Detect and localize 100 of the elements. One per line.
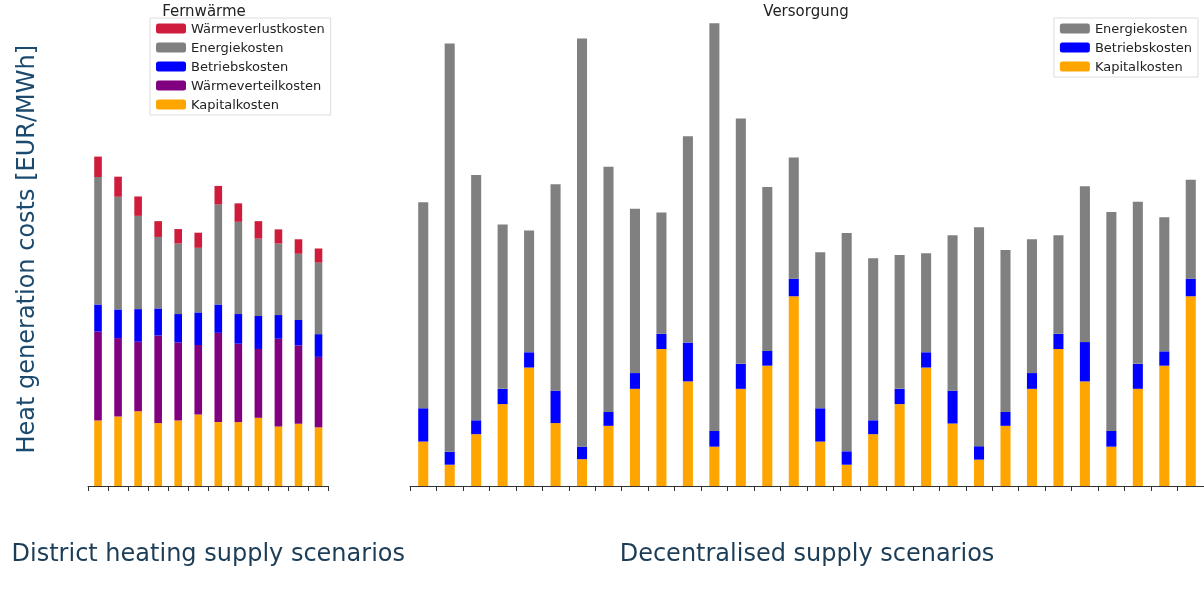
bar	[1053, 235, 1064, 334]
bar	[234, 422, 243, 486]
bar	[1000, 411, 1011, 426]
legend-label: Wärmeverlustkosten	[191, 21, 325, 36]
bar	[1053, 349, 1064, 486]
bar	[194, 232, 203, 248]
bar	[444, 464, 455, 486]
bar	[174, 342, 183, 421]
bar	[577, 38, 588, 447]
bar	[214, 422, 223, 486]
bar	[735, 363, 746, 389]
bar	[815, 441, 826, 486]
legend-label: Wärmeverteilkosten	[191, 78, 322, 93]
bar	[234, 314, 243, 344]
bar	[274, 315, 283, 339]
bar	[471, 175, 482, 421]
bar	[314, 427, 323, 486]
bar	[762, 365, 773, 486]
bar	[294, 345, 303, 424]
bar	[274, 426, 283, 486]
bar	[735, 388, 746, 486]
bar	[254, 417, 263, 486]
bar	[444, 451, 455, 465]
bar	[134, 341, 142, 412]
bar	[1026, 388, 1037, 486]
bar	[254, 316, 263, 349]
bar	[174, 420, 183, 486]
bar	[94, 156, 102, 178]
bar	[762, 187, 773, 351]
bar	[314, 334, 323, 357]
chart-title: Versorgung	[763, 1, 849, 20]
bar	[214, 332, 223, 423]
bar	[274, 338, 283, 427]
bar	[254, 238, 263, 317]
bar	[1000, 250, 1011, 412]
bar	[524, 352, 535, 368]
bar	[1053, 333, 1064, 350]
bar	[629, 208, 640, 374]
bar	[1159, 351, 1170, 366]
bar	[709, 430, 720, 447]
bar	[114, 416, 122, 486]
bar	[194, 345, 203, 415]
bar	[1079, 342, 1090, 382]
bar	[682, 136, 693, 343]
bar	[194, 414, 203, 486]
bar	[1026, 373, 1037, 389]
bar	[134, 411, 142, 486]
bar	[1185, 179, 1196, 279]
bar	[788, 296, 799, 486]
bar	[174, 243, 183, 315]
bar	[114, 309, 122, 339]
bar	[524, 367, 535, 486]
bar	[114, 196, 122, 310]
bar	[947, 423, 958, 486]
bar	[629, 388, 640, 486]
bar	[974, 459, 985, 486]
bar	[294, 319, 303, 346]
bar	[974, 446, 985, 460]
bar	[1079, 381, 1090, 486]
bar	[294, 253, 303, 320]
bar	[314, 262, 323, 335]
bar	[1000, 425, 1011, 486]
chart-title: Fernwärme	[162, 1, 246, 20]
bar	[234, 221, 243, 315]
bar	[194, 312, 203, 346]
bar	[1106, 212, 1117, 431]
bar	[815, 252, 826, 409]
bar	[154, 335, 162, 424]
bar	[735, 118, 746, 364]
bar	[294, 423, 303, 486]
bar	[524, 230, 535, 353]
legend-label: Energiekosten	[191, 40, 284, 55]
bar	[868, 258, 879, 421]
bar	[114, 176, 122, 197]
bar	[134, 196, 142, 216]
bar	[550, 423, 561, 486]
legend-label: Betriebskosten	[1094, 40, 1193, 55]
bar	[1185, 296, 1196, 486]
bar	[154, 308, 162, 336]
bar	[577, 446, 588, 460]
bar	[134, 215, 142, 310]
bar	[656, 212, 667, 334]
bar	[418, 408, 429, 442]
bar	[841, 232, 852, 452]
bar	[894, 404, 905, 486]
bar	[1159, 217, 1170, 352]
legend-label: Betriebskosten	[191, 59, 289, 74]
bar	[868, 420, 879, 435]
bar	[497, 388, 508, 405]
bar	[497, 224, 508, 389]
bar	[254, 221, 263, 239]
bar	[94, 177, 102, 305]
bar	[1185, 278, 1196, 297]
bar	[550, 390, 561, 424]
bar	[921, 253, 932, 353]
bar	[194, 247, 203, 313]
x-axis-title: Decentralised supply scenarios	[619, 539, 995, 567]
bar	[894, 388, 905, 405]
bar	[94, 420, 102, 486]
bar	[629, 373, 640, 389]
